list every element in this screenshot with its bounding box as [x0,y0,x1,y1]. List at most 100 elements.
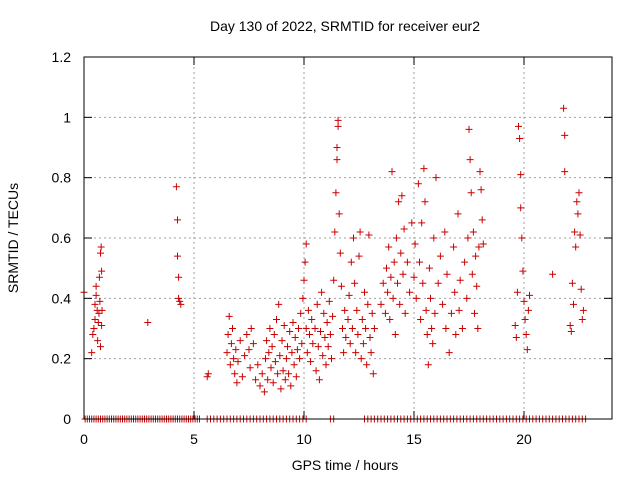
data-point [285,370,293,378]
data-point [428,325,436,332]
data-point [333,156,341,164]
data-point [295,325,302,332]
data-point [326,331,334,339]
data-point [280,321,288,329]
data-point [436,252,444,260]
data-point [467,189,475,197]
data-point [515,122,522,130]
data-point [417,315,425,323]
data-point [573,198,581,206]
data-point [296,355,304,363]
data-point [473,282,481,290]
data-point [445,349,453,357]
data-point [399,270,407,278]
data-point [241,352,249,360]
data-point [303,349,311,357]
data-point [281,376,289,384]
data-point [567,328,575,336]
data-point [345,291,353,299]
data-point [517,204,525,212]
data-point [447,309,455,317]
data-point [302,325,310,332]
data-point [320,309,328,317]
data-point [464,234,472,242]
data-point [291,334,299,342]
data-point [526,291,533,299]
x-tick-label: 10 [296,431,312,447]
data-point [289,318,297,326]
data-point [284,343,291,351]
data-point [97,249,104,257]
data-point [431,309,439,317]
data-marks [80,104,590,423]
data-point [92,282,100,290]
data-point [297,309,305,317]
data-point [230,355,238,363]
data-point [410,273,418,281]
data-point [455,306,463,314]
data-point [249,340,257,348]
data-point [258,370,266,378]
data-point [520,297,528,305]
ticks-layer: 0 0.2 0.4 0.6 0.8 1 1.2 0 5 10 15 20 [52,49,612,447]
data-point [427,294,434,302]
data-point [396,300,404,308]
data-point [475,243,483,251]
data-point [88,349,96,357]
data-point [403,258,411,266]
data-point [397,249,405,257]
data-point [519,267,527,275]
data-point [454,210,462,218]
data-point [355,252,363,260]
data-point [524,306,532,314]
data-point [364,300,372,308]
data-point [282,355,290,363]
data-point [472,252,480,260]
data-point [262,355,269,363]
data-point [451,288,459,296]
data-point [419,279,427,287]
data-point [238,373,246,381]
data-point [386,315,394,323]
data-point [321,334,329,342]
data-point [279,367,287,375]
data-point [313,300,321,308]
data-point [226,361,234,369]
data-point [521,315,529,323]
data-point [277,385,285,393]
data-point [478,216,486,224]
data-point [260,388,268,396]
data-point [340,349,348,357]
data-point [252,376,260,384]
data-point [390,258,398,266]
data-point [442,325,450,332]
data-point [335,210,343,218]
y-tick-label: 0.6 [52,230,72,246]
data-point [98,306,106,314]
data-point [377,300,385,308]
y-tick-label: 0.8 [52,170,72,186]
data-point [369,370,377,378]
data-point [468,270,476,278]
data-point [352,349,360,357]
data-point [347,258,355,266]
data-point [95,309,103,317]
data-point [394,279,401,287]
data-point [245,346,253,354]
data-point [463,294,471,302]
data-point [469,228,477,236]
data-point [267,364,275,372]
data-point [95,273,103,281]
data-point [423,331,431,339]
data-point [366,334,374,342]
data-point [522,331,530,339]
data-point [443,270,451,278]
data-point [334,116,342,124]
data-point [330,276,338,284]
data-point [365,231,373,239]
data-point [456,276,464,284]
data-point [309,340,317,348]
data-point [381,309,389,317]
data-point [264,376,272,384]
